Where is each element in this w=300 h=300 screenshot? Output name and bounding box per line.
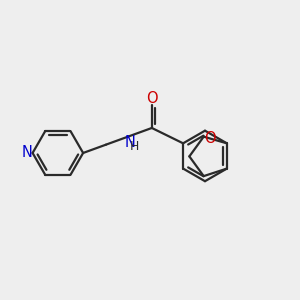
Text: N: N: [22, 146, 33, 160]
Text: N: N: [125, 135, 136, 150]
Text: H: H: [130, 140, 139, 153]
Text: O: O: [204, 131, 216, 146]
Text: O: O: [146, 91, 158, 106]
